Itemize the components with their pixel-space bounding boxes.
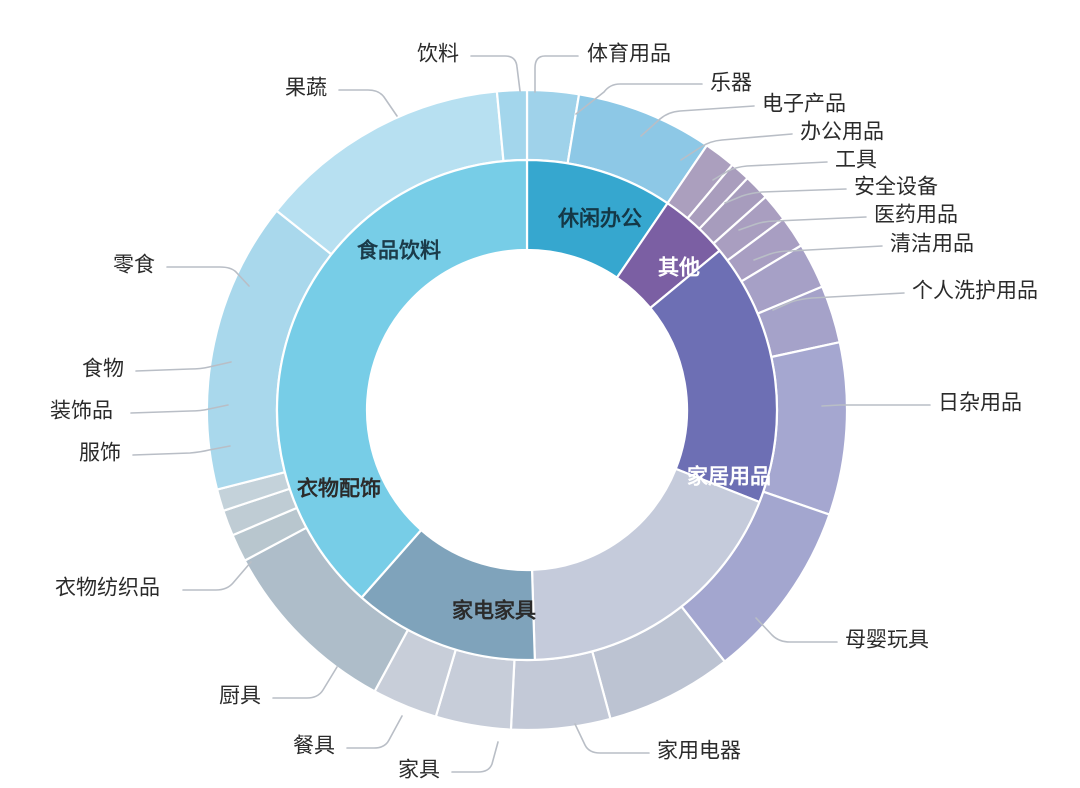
leader-line (346, 715, 403, 749)
outer-ring-segment[interactable] (509, 650, 612, 732)
leader-line (166, 266, 250, 287)
outer-segment-label: 食物 (82, 358, 124, 381)
inner-ring-segment[interactable] (530, 467, 761, 661)
outer-ring-group (205, 88, 849, 732)
leader-line (738, 216, 867, 231)
outer-ring-segment[interactable] (495, 88, 529, 163)
leader-line (755, 617, 838, 643)
inner-segment-label: 家居用品 (687, 465, 771, 489)
leader-line (574, 723, 650, 754)
outer-segment-label: 厨具 (219, 685, 261, 708)
outer-segment-label: 清洁用品 (890, 233, 974, 256)
inner-ring-group (275, 158, 779, 662)
outer-segment-label: 服饰 (79, 442, 121, 465)
leader-line (132, 445, 231, 456)
leader-line (182, 561, 252, 591)
leader-line (821, 404, 931, 407)
outer-segment-label: 零食 (113, 254, 155, 277)
leader-line (272, 666, 338, 699)
leader-line (712, 161, 828, 181)
leader-line (724, 188, 847, 204)
outer-segment-label: 个人洗护用品 (912, 280, 1038, 303)
outer-segment-label: 工具 (835, 149, 877, 172)
outer-segment-label: 果蔬 (285, 77, 327, 100)
outer-segment-label: 母婴玩具 (845, 629, 929, 652)
leader-line (575, 83, 703, 115)
inner-segment-label: 家电家具 (452, 599, 536, 623)
leader-line (680, 133, 793, 161)
outer-segment-label: 日杂用品 (938, 392, 1022, 415)
leader-line (470, 55, 521, 92)
outer-labels-group: 体育用品乐器电子产品办公用品工具安全设备医药用品清洁用品个人洗护用品日杂用品母婴… (50, 43, 1038, 782)
inner-segment-label: 食品饮料 (357, 239, 441, 263)
leader-lines-group (130, 55, 931, 773)
inner-segment-label: 衣物配饰 (297, 477, 381, 501)
leader-line (640, 105, 755, 137)
outer-segment-label: 家具 (398, 759, 440, 782)
outer-segment-label: 装饰品 (50, 400, 113, 423)
inner-segment-label: 休闲办公 (557, 208, 642, 231)
outer-segment-label: 乐器 (710, 72, 752, 95)
leader-line (451, 741, 499, 773)
outer-segment-label: 家用电器 (657, 740, 741, 763)
leader-line (772, 292, 905, 311)
leader-line (135, 361, 232, 372)
outer-segment-label: 安全设备 (854, 176, 938, 199)
outer-segment-label: 体育用品 (587, 43, 671, 66)
inner-ring-segment[interactable] (275, 158, 529, 599)
leader-line (130, 404, 229, 414)
leader-line (753, 245, 883, 261)
leader-line (534, 55, 579, 93)
leader-line (338, 89, 398, 117)
outer-segment-label: 饮料 (417, 43, 459, 66)
outer-segment-label: 医药用品 (874, 204, 958, 227)
inner-segment-label: 其他 (658, 256, 700, 280)
outer-segment-label: 办公用品 (800, 121, 884, 144)
outer-segment-label: 餐具 (293, 735, 335, 758)
outer-segment-label: 衣物纺织品 (55, 577, 160, 600)
outer-segment-label: 电子产品 (762, 93, 846, 116)
